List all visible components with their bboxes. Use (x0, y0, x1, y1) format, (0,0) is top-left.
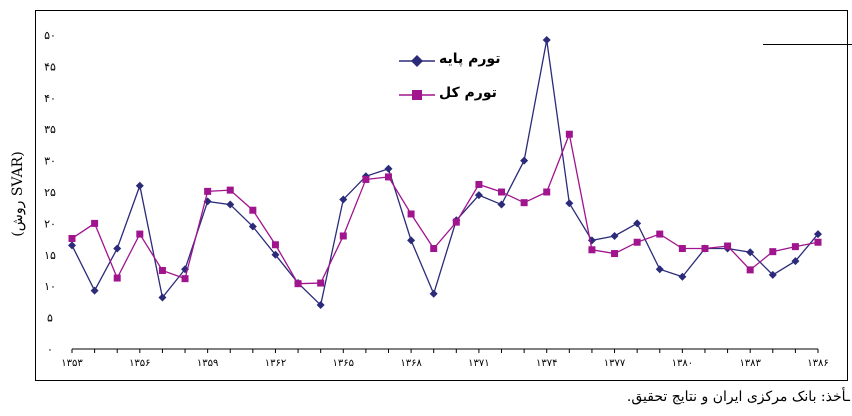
data-point-total-inflation (633, 238, 641, 246)
data-point-total-inflation (271, 241, 279, 249)
data-point-total-inflation (362, 175, 370, 183)
y-tick-label: ٢٠ (44, 217, 56, 230)
data-point-core-inflation (316, 301, 325, 310)
data-point-total-inflation (701, 245, 709, 253)
data-point-total-inflation (769, 248, 777, 256)
x-tick-label: ١٣٧١ (468, 358, 489, 369)
y-tick-label: ٣۵ (44, 123, 56, 136)
data-point-core-inflation (791, 257, 800, 266)
x-tick-label: ١٣٨٠ (672, 358, 693, 369)
y-tick-label: ١۵ (44, 249, 56, 262)
chart-plot: ٠ ۵ ١٠ ١۵ ٢٠ ٢۵ ٣٠ ٣۵ ۴٠ ۴۵ ۵٠ ١٣۵٣ ١٣۵۶ ١٣۵٩ ١٣۶٢ ١٣۶۵… (44, 29, 829, 369)
data-point-total-inflation (249, 206, 257, 214)
legend-item-total-inflation: تورم کل (399, 85, 514, 105)
x-tick-label: ١٣۶٨ (400, 358, 422, 369)
legend-label-total: تورم کل (439, 85, 497, 101)
data-point-total-inflation (656, 230, 664, 238)
data-point-core-inflation (339, 195, 348, 204)
data-point-total-inflation (407, 210, 415, 218)
y-tick-label: ۴۵ (44, 60, 56, 73)
y-tick-label: ۴٠ (44, 92, 56, 105)
data-point-core-inflation (429, 289, 438, 298)
data-point-total-inflation (384, 173, 392, 181)
data-point-total-inflation (317, 279, 325, 287)
x-tick-label: ١٣۵٣ (61, 358, 83, 369)
data-point-core-inflation (610, 231, 619, 240)
data-point-core-inflation (248, 222, 257, 231)
data-point-core-inflation (497, 200, 506, 209)
data-point-core-inflation (407, 236, 416, 245)
data-point-total-inflation (430, 245, 438, 253)
x-tick-label: ١٣٧٧ (604, 358, 626, 369)
data-point-core-inflation (90, 286, 99, 295)
x-tick-label: ١٣۵٩ (197, 358, 218, 369)
data-point-total-inflation (181, 275, 189, 283)
x-tick-label: ١٣٨۶ (807, 358, 828, 369)
data-point-total-inflation (543, 188, 551, 196)
data-point-total-inflation (68, 234, 76, 242)
data-point-total-inflation (678, 245, 686, 253)
data-point-core-inflation (384, 164, 393, 173)
y-tick-label: ١٠ (44, 280, 56, 293)
data-point-core-inflation (158, 293, 167, 302)
data-point-total-inflation (475, 180, 483, 188)
data-point-total-inflation (204, 187, 212, 195)
data-point-core-inflation (746, 248, 755, 257)
corner-rule (763, 44, 852, 45)
data-point-core-inflation (113, 244, 122, 253)
data-point-total-inflation (498, 188, 506, 196)
y-tick-label: ٠ (47, 343, 53, 356)
legend-label-core: تورم پایه (439, 51, 501, 67)
data-point-total-inflation (113, 274, 121, 282)
data-point-total-inflation (294, 280, 302, 288)
data-point-core-inflation (565, 199, 574, 208)
data-point-core-inflation (520, 156, 529, 165)
legend-diamond-line-icon (399, 55, 435, 67)
data-point-core-inflation (542, 36, 551, 45)
source-note: ـأخذ: بانک مرکزی ایران و نتایج تحقیق. (626, 389, 850, 405)
data-point-core-inflation (474, 191, 483, 200)
data-point-total-inflation (339, 232, 347, 240)
data-point-core-inflation (68, 241, 76, 250)
data-point-total-inflation (724, 242, 732, 250)
y-tick-label: ۵ (47, 312, 53, 325)
data-point-total-inflation (226, 186, 234, 194)
data-point-core-inflation (814, 230, 822, 239)
series-line-total-inflation (71, 131, 819, 285)
data-point-total-inflation (746, 266, 754, 274)
x-tick-label: ١٣۶٢ (265, 358, 286, 369)
y-tick-label: ٣٠ (44, 155, 56, 168)
data-point-total-inflation (136, 230, 144, 238)
data-point-total-inflation (520, 199, 528, 207)
data-point-core-inflation (678, 272, 687, 281)
chart-frame: ٠ ۵ ١٠ ١۵ ٢٠ ٢۵ ٣٠ ٣۵ ۴٠ ۴۵ ۵٠ ١٣۵٣ ١٣۵۶ ١٣۵٩ ١٣۶٢ ١٣۶۵… (35, 10, 852, 381)
data-point-total-inflation (91, 219, 99, 227)
x-tick-label: ١٣۵۶ (129, 358, 150, 369)
data-point-total-inflation (158, 267, 166, 274)
x-tick-label: ١٣٨٣ (739, 358, 761, 369)
data-point-total-inflation (452, 218, 460, 226)
y-axis-label: (روش SVAR) (10, 151, 26, 237)
data-point-core-inflation (226, 200, 235, 209)
x-tick-label: ١٣۶۵ (333, 358, 354, 369)
data-point-total-inflation (814, 238, 822, 246)
data-point-total-inflation (565, 130, 573, 138)
data-point-core-inflation (271, 250, 280, 259)
data-point-core-inflation (633, 219, 642, 228)
data-point-total-inflation (611, 250, 619, 258)
legend-square-line-icon (399, 90, 435, 100)
x-tick-label: ١٣٧۴ (536, 358, 557, 369)
legend-item-core-inflation: تورم پایه (399, 51, 514, 71)
data-point-total-inflation (588, 246, 596, 254)
data-point-core-inflation (768, 270, 777, 279)
data-point-core-inflation (655, 265, 664, 274)
data-point-total-inflation (791, 243, 799, 251)
y-tick-label: ۵٠ (44, 29, 56, 42)
y-tick-label: ٢۵ (44, 186, 56, 199)
chart-legend: تورم پایه تورم کل (399, 51, 514, 111)
data-point-core-inflation (135, 181, 144, 190)
